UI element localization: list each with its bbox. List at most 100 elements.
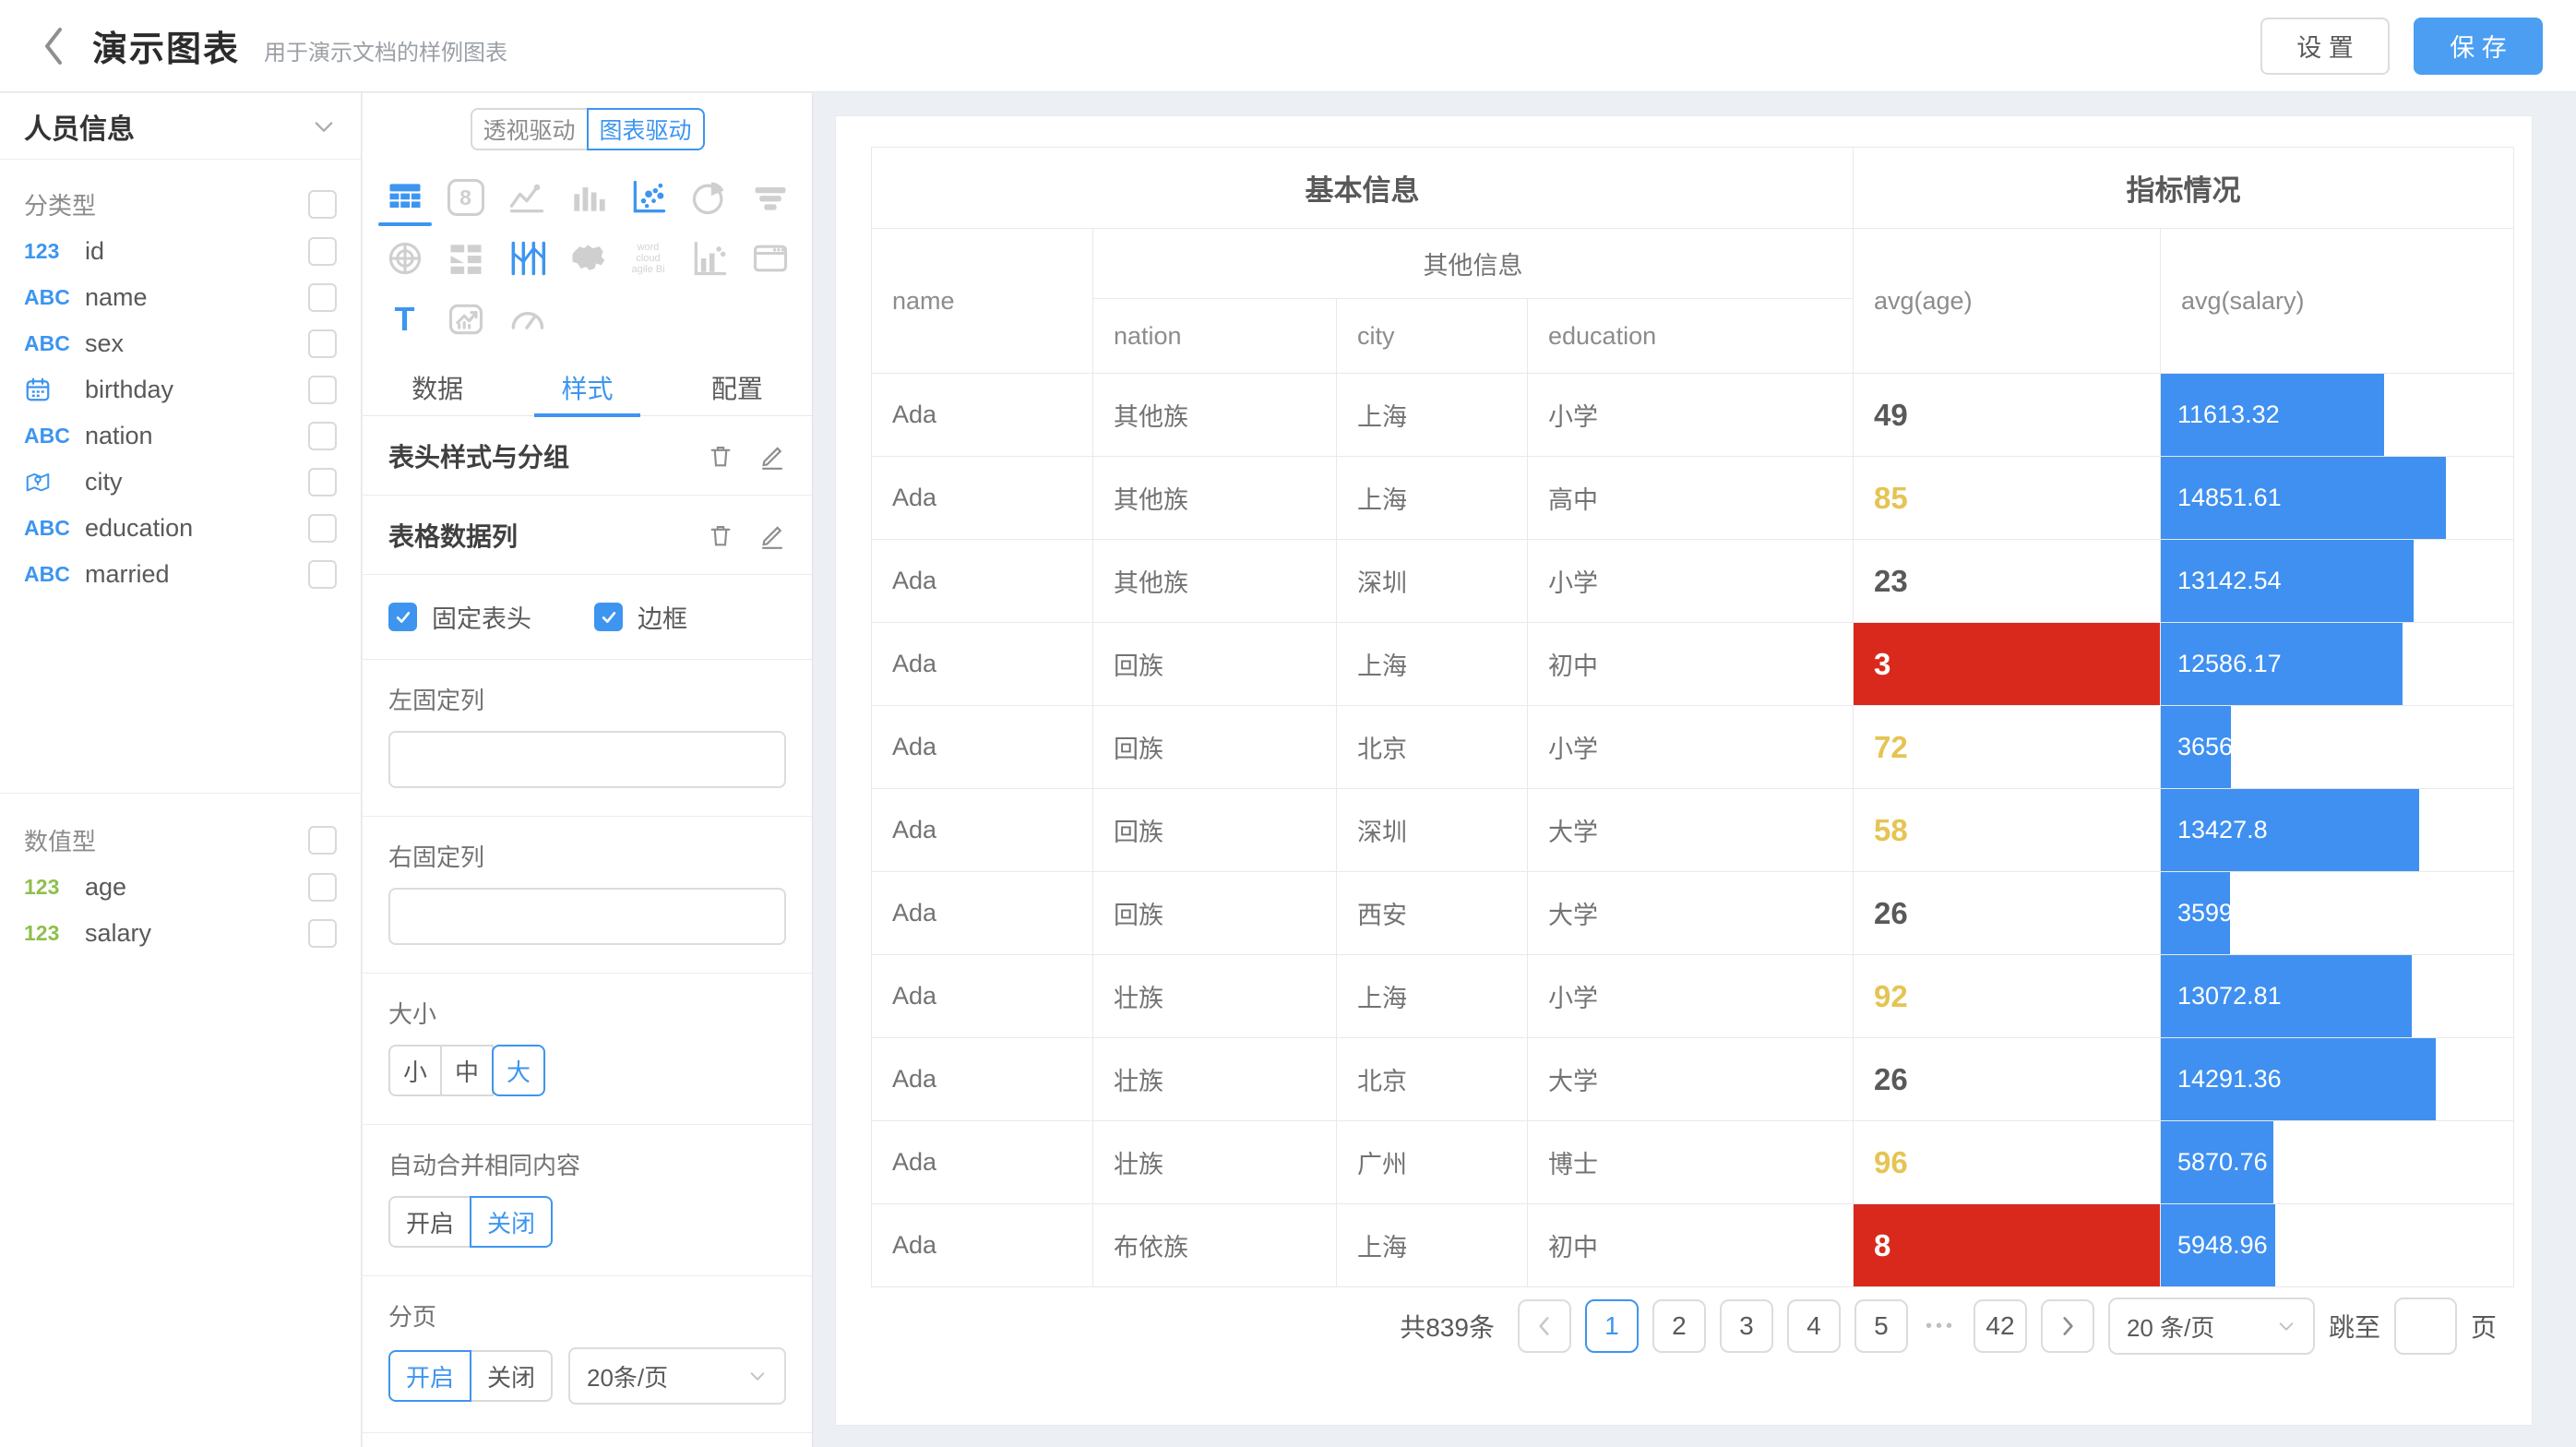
cell-education: 小学 bbox=[1527, 539, 1854, 623]
save-button[interactable]: 保 存 bbox=[2414, 17, 2543, 75]
section-checkbox[interactable] bbox=[308, 825, 337, 855]
combo-chart-icon[interactable] bbox=[679, 228, 740, 289]
right-fixed-columns-input[interactable] bbox=[388, 888, 786, 945]
field-type-icon: ABC bbox=[24, 423, 70, 448]
image-chart-icon[interactable] bbox=[435, 289, 496, 350]
settings-button[interactable]: 设 置 bbox=[2260, 17, 2390, 75]
field-item-sex[interactable]: ABC sex bbox=[24, 320, 337, 366]
border-option[interactable]: 边框 bbox=[594, 599, 687, 635]
field-item-age[interactable]: 123 age bbox=[24, 864, 337, 910]
page-button-2[interactable]: 2 bbox=[1652, 1299, 1706, 1353]
funnel-chart-icon[interactable] bbox=[740, 167, 801, 228]
map-location-icon bbox=[24, 468, 85, 496]
section-numeric: 数值型 bbox=[24, 816, 337, 864]
field-checkbox[interactable] bbox=[308, 559, 337, 589]
jump-page-input[interactable] bbox=[2393, 1298, 2457, 1355]
word-cloud-icon[interactable]: word cloud agile Bi bbox=[618, 228, 679, 289]
dataset-header[interactable]: 人员信息 bbox=[0, 93, 361, 160]
text-chart-icon[interactable]: T bbox=[375, 289, 435, 350]
table-row: Ada 回族 北京 小学 72 3656 bbox=[871, 705, 2514, 789]
field-checkbox[interactable] bbox=[308, 513, 337, 543]
mode-chart-button[interactable]: 图表驱动 bbox=[586, 108, 705, 150]
size-small-button[interactable]: 小 bbox=[388, 1045, 442, 1096]
trash-icon[interactable] bbox=[707, 442, 734, 470]
cell-avg-salary: 5870.76 bbox=[2160, 1120, 2514, 1204]
page-size-select[interactable]: 20 条/页 bbox=[2107, 1298, 2315, 1355]
data-columns-row[interactable]: 表格数据列 bbox=[363, 496, 812, 575]
page-ellipsis: ••• bbox=[1925, 1315, 1956, 1336]
line-chart-icon[interactable] bbox=[496, 167, 557, 228]
field-item-salary[interactable]: 123 salary bbox=[24, 910, 337, 956]
field-checkbox[interactable] bbox=[308, 329, 337, 358]
tab-config[interactable]: 配置 bbox=[710, 374, 763, 403]
field-item-city[interactable]: city bbox=[24, 459, 337, 505]
page-size-select[interactable]: 20条/页 bbox=[568, 1347, 786, 1405]
table-options-row: 固定表头 边框 bbox=[363, 575, 812, 660]
cell-education: 大学 bbox=[1527, 1037, 1854, 1121]
back-button[interactable] bbox=[33, 18, 74, 74]
paging-on-button[interactable]: 开启 bbox=[388, 1350, 471, 1402]
field-checkbox[interactable] bbox=[308, 375, 337, 404]
field-item-married[interactable]: ABC married bbox=[24, 551, 337, 597]
pie-chart-icon[interactable] bbox=[679, 167, 740, 228]
col-education-header: education bbox=[1527, 298, 1854, 374]
page-button-1[interactable]: 1 bbox=[1584, 1299, 1639, 1353]
tab-style[interactable]: 样式 bbox=[512, 359, 662, 417]
checkbox-checked[interactable] bbox=[388, 603, 417, 631]
gauge-chart-icon[interactable] bbox=[496, 289, 557, 350]
iframe-icon[interactable] bbox=[740, 228, 801, 289]
merge-off-button[interactable]: 关闭 bbox=[470, 1196, 553, 1248]
next-page-button[interactable] bbox=[2040, 1299, 2094, 1353]
number-card-icon[interactable]: 8 bbox=[435, 167, 496, 228]
field-checkbox[interactable] bbox=[308, 918, 337, 948]
paging-off-button[interactable]: 关闭 bbox=[470, 1350, 553, 1402]
trash-icon[interactable] bbox=[707, 521, 734, 549]
field-checkbox[interactable] bbox=[308, 467, 337, 496]
size-large-button[interactable]: 大 bbox=[492, 1045, 545, 1096]
cell-name: Ada bbox=[871, 954, 1093, 1038]
field-checkbox[interactable] bbox=[308, 421, 337, 450]
tab-data[interactable]: 数据 bbox=[411, 374, 464, 403]
size-medium-button[interactable]: 中 bbox=[440, 1045, 494, 1096]
radar-chart-icon[interactable] bbox=[375, 228, 435, 289]
group-basic-header: 基本信息 bbox=[871, 147, 1854, 229]
grid-table-icon[interactable] bbox=[435, 228, 496, 289]
page-button-5[interactable]: 5 bbox=[1854, 1299, 1908, 1353]
field-item-nation[interactable]: ABC nation bbox=[24, 413, 337, 459]
fixed-header-option[interactable]: 固定表头 bbox=[388, 599, 531, 635]
left-fixed-columns-input[interactable] bbox=[388, 731, 786, 788]
field-checkbox[interactable] bbox=[308, 872, 337, 902]
parallel-chart-icon[interactable] bbox=[496, 228, 557, 289]
section-checkbox[interactable] bbox=[308, 189, 337, 219]
table-chart-card: 基本信息 指标情况 name 其他信息 avg(age) avg(salary)… bbox=[835, 115, 2533, 1426]
field-item-education[interactable]: ABC education bbox=[24, 505, 337, 551]
page-button-42[interactable]: 42 bbox=[1973, 1299, 2027, 1353]
checkbox-checked[interactable] bbox=[594, 603, 623, 631]
cell-avg-salary: 13142.54 bbox=[2160, 539, 2514, 623]
china-map-icon[interactable] bbox=[557, 228, 618, 289]
field-sidebar: 人员信息 分类型 123 id ABC name ABC sex birthday ABC na… bbox=[0, 93, 362, 1447]
prev-page-button[interactable] bbox=[1517, 1299, 1571, 1353]
table-chart-icon[interactable] bbox=[375, 167, 435, 228]
field-item-name[interactable]: ABC name bbox=[24, 274, 337, 320]
group-label: 大小 bbox=[388, 1000, 437, 1028]
auto-merge-group: 自动合并相同内容 开启 关闭 bbox=[363, 1125, 812, 1276]
field-item-id[interactable]: 123 id bbox=[24, 228, 337, 274]
bar-chart-icon[interactable] bbox=[557, 167, 618, 228]
field-checkbox[interactable] bbox=[308, 236, 337, 266]
merge-on-button[interactable]: 开启 bbox=[388, 1196, 471, 1248]
cell-avg-age: 49 bbox=[1853, 373, 2161, 457]
field-checkbox[interactable] bbox=[308, 282, 337, 312]
page-button-4[interactable]: 4 bbox=[1786, 1299, 1841, 1353]
cell-name: Ada bbox=[871, 456, 1093, 540]
cell-city: 上海 bbox=[1336, 954, 1528, 1038]
edit-icon[interactable] bbox=[758, 521, 786, 549]
field-item-birthday[interactable]: birthday bbox=[24, 366, 337, 413]
mode-pivot-button[interactable]: 透视驱动 bbox=[470, 108, 589, 150]
field-label: name bbox=[85, 282, 148, 311]
scatter-chart-icon[interactable] bbox=[618, 167, 679, 228]
header-style-group-row[interactable]: 表头样式与分组 bbox=[363, 416, 812, 496]
edit-icon[interactable] bbox=[758, 442, 786, 470]
cell-avg-salary: 11613.32 bbox=[2160, 373, 2514, 457]
page-button-3[interactable]: 3 bbox=[1719, 1299, 1773, 1353]
